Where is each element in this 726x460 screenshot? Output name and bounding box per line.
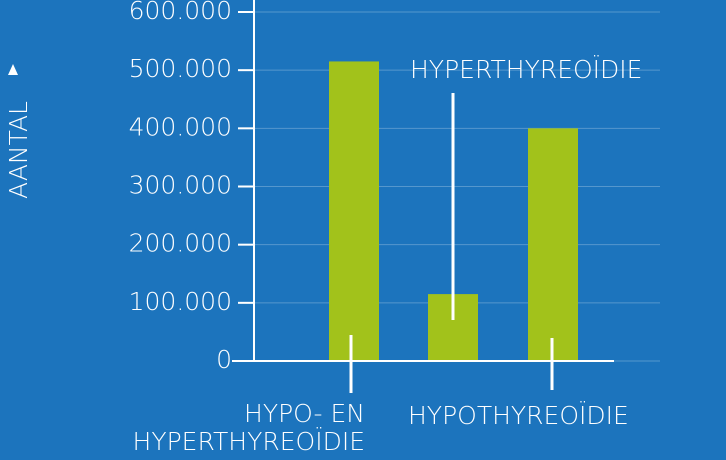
category-label: HYPO- EN HYPERTHYREOÏDIE	[132, 399, 365, 456]
y-tick-label: 300.000	[129, 171, 232, 200]
bar	[329, 61, 379, 362]
category-label: HYPERTHYREOÏDIE	[410, 55, 643, 84]
y-tick-label: 200.000	[129, 229, 232, 258]
y-tick-label: 500.000	[129, 54, 232, 83]
category-label: HYPOTHYREOÏDIE	[408, 401, 629, 430]
y-tick-label: 0	[216, 345, 232, 374]
y-axis-label: AANTAL	[4, 101, 33, 199]
y-tick-label: 100.000	[129, 287, 232, 316]
y-tick-label: 600.000	[129, 0, 232, 25]
y-tick-label: 400.000	[129, 112, 232, 141]
axis-arrow	[8, 64, 18, 75]
bar	[528, 128, 578, 361]
